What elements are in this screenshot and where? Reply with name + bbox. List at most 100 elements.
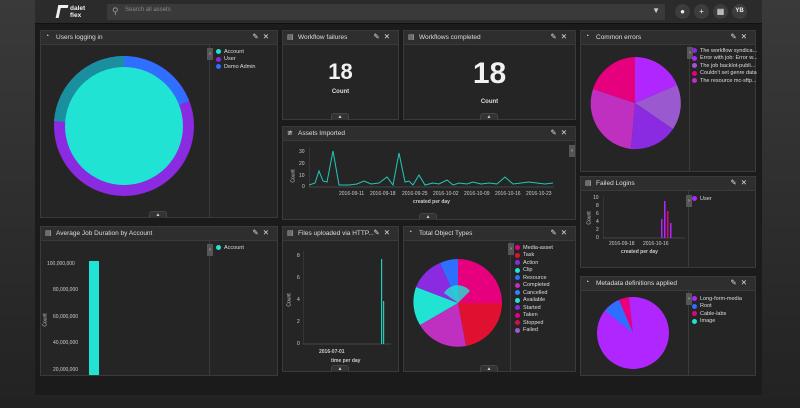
legend-item[interactable]: User bbox=[216, 56, 256, 64]
expand-toggle[interactable]: ▲ bbox=[480, 113, 498, 120]
pie-slice[interactable] bbox=[413, 287, 458, 325]
legend-color-dot bbox=[692, 196, 697, 202]
pie-slice[interactable] bbox=[420, 303, 466, 347]
legend-item[interactable]: Account bbox=[216, 48, 256, 56]
legend-item[interactable]: Demo Admin bbox=[216, 63, 256, 71]
expand-toggle[interactable]: ▲ bbox=[331, 113, 349, 120]
legend-item[interactable]: Root bbox=[692, 303, 742, 311]
pencil-icon[interactable]: ✎ bbox=[730, 278, 741, 287]
legend-item[interactable]: Completed bbox=[515, 282, 553, 290]
legend-item[interactable]: Couldn't set genre data bbox=[692, 70, 757, 78]
legend-item[interactable]: Available bbox=[515, 297, 553, 305]
legend-item[interactable]: Stopped bbox=[515, 319, 553, 327]
legend-item[interactable]: Task bbox=[515, 252, 553, 260]
bar[interactable] bbox=[667, 211, 669, 238]
legend-toggle[interactable]: › bbox=[686, 293, 692, 305]
bell-icon[interactable]: ● bbox=[675, 4, 690, 19]
close-icon[interactable]: ✕ bbox=[740, 178, 751, 187]
legend-item[interactable]: Image bbox=[692, 318, 742, 326]
pie-slice-inner[interactable] bbox=[444, 285, 470, 303]
y-tick: 20 bbox=[299, 161, 305, 167]
pie-slice-root[interactable] bbox=[605, 300, 633, 333]
legend-item[interactable]: Error with job: Error w... bbox=[692, 55, 757, 63]
logo-mark-icon bbox=[55, 5, 69, 18]
pie-slice[interactable] bbox=[593, 57, 635, 103]
legend: Account User Demo Admin bbox=[216, 48, 256, 71]
app-logo[interactable]: dalet flex bbox=[55, 4, 97, 20]
pencil-icon[interactable]: ✎ bbox=[730, 178, 741, 187]
legend-item[interactable]: Action bbox=[515, 259, 553, 267]
pie-slice[interactable] bbox=[635, 57, 677, 103]
user-avatar[interactable]: YB bbox=[732, 4, 747, 19]
legend-color-dot bbox=[692, 311, 697, 317]
pencil-icon[interactable]: ✎ bbox=[373, 32, 384, 41]
close-icon[interactable]: ✕ bbox=[560, 128, 571, 137]
legend-item[interactable]: Clip bbox=[515, 267, 553, 275]
grid-icon[interactable]: ▦ bbox=[713, 4, 728, 19]
legend-item[interactable]: Media-asset bbox=[515, 244, 553, 252]
bar[interactable] bbox=[381, 259, 383, 344]
legend-item[interactable]: Failed bbox=[515, 327, 553, 335]
legend-color-dot bbox=[692, 296, 697, 302]
legend-label: Task bbox=[523, 252, 535, 259]
legend-toggle[interactable]: › bbox=[569, 145, 575, 157]
dashboard-screen: dalet flex ⚲ Search all assets ▼ ● + ▦ Y… bbox=[35, 0, 762, 395]
legend-toggle[interactable]: › bbox=[207, 244, 213, 256]
close-icon[interactable]: ✕ bbox=[740, 32, 751, 41]
expand-toggle[interactable]: ▲ bbox=[419, 213, 437, 220]
pie-chart-icon: ◔ bbox=[408, 229, 413, 236]
close-icon[interactable]: ✕ bbox=[262, 228, 273, 237]
pencil-icon[interactable]: ✎ bbox=[373, 228, 384, 237]
pie-slice[interactable] bbox=[458, 303, 502, 346]
pencil-icon[interactable]: ✎ bbox=[550, 228, 561, 237]
bar[interactable] bbox=[670, 223, 672, 238]
close-icon[interactable]: ✕ bbox=[262, 32, 273, 41]
bar[interactable] bbox=[661, 219, 663, 238]
pencil-icon[interactable]: ✎ bbox=[550, 32, 561, 41]
pie-slice-cable-labs[interactable] bbox=[619, 297, 633, 333]
pie-slice[interactable] bbox=[590, 89, 635, 149]
pencil-icon[interactable]: ✎ bbox=[730, 32, 741, 41]
pencil-icon[interactable]: ✎ bbox=[252, 32, 263, 41]
expand-toggle[interactable]: ▲ bbox=[331, 365, 349, 372]
legend-toggle[interactable]: › bbox=[687, 47, 693, 59]
legend-color-dot bbox=[515, 260, 520, 266]
legend-item[interactable]: Account bbox=[216, 244, 244, 252]
legend-item[interactable]: The job backlot-publi... bbox=[692, 62, 757, 70]
pie-chart-icon: ◔ bbox=[585, 33, 590, 40]
expand-toggle[interactable]: ▲ bbox=[149, 211, 167, 218]
pie-slice[interactable] bbox=[631, 103, 673, 150]
filter-icon[interactable]: ▼ bbox=[652, 6, 660, 15]
legend-item[interactable]: Cable-labs bbox=[692, 310, 742, 318]
legend-toggle[interactable]: › bbox=[686, 195, 692, 207]
close-icon[interactable]: ✕ bbox=[560, 32, 571, 41]
legend-item[interactable]: The workflow syndica... bbox=[692, 47, 757, 55]
legend-toggle[interactable]: › bbox=[207, 48, 213, 60]
legend-item[interactable]: Cancelled bbox=[515, 289, 553, 297]
close-icon[interactable]: ✕ bbox=[560, 228, 571, 237]
legend-item[interactable]: Resource bbox=[515, 274, 553, 282]
legend-item[interactable]: Long-form-media bbox=[692, 295, 742, 303]
bar[interactable] bbox=[89, 261, 99, 375]
pencil-icon[interactable]: ✎ bbox=[550, 128, 561, 137]
legend-item[interactable]: The resource mc-sftp... bbox=[692, 77, 757, 85]
legend-color-dot bbox=[692, 48, 697, 54]
expand-toggle[interactable]: ▲ bbox=[480, 365, 498, 372]
plus-icon[interactable]: + bbox=[694, 4, 709, 19]
legend-item[interactable]: Started bbox=[515, 304, 553, 312]
metric-label: Count bbox=[480, 99, 499, 105]
series-line[interactable] bbox=[309, 150, 554, 187]
bar[interactable] bbox=[664, 201, 666, 238]
search-input[interactable]: ⚲ Search all assets ▼ bbox=[107, 4, 665, 20]
pencil-icon[interactable]: ✎ bbox=[252, 228, 263, 237]
bar[interactable] bbox=[383, 301, 385, 344]
legend-item[interactable]: Taken bbox=[515, 312, 553, 320]
legend-color-dot bbox=[515, 290, 520, 296]
close-icon[interactable]: ✕ bbox=[383, 32, 394, 41]
legend-item[interactable]: User bbox=[692, 195, 712, 203]
pie-slice[interactable] bbox=[635, 85, 681, 129]
close-icon[interactable]: ✕ bbox=[383, 228, 394, 237]
close-icon[interactable]: ✕ bbox=[740, 278, 751, 287]
legend-toggle[interactable]: › bbox=[508, 243, 514, 255]
pie-slice-account[interactable] bbox=[65, 67, 183, 185]
